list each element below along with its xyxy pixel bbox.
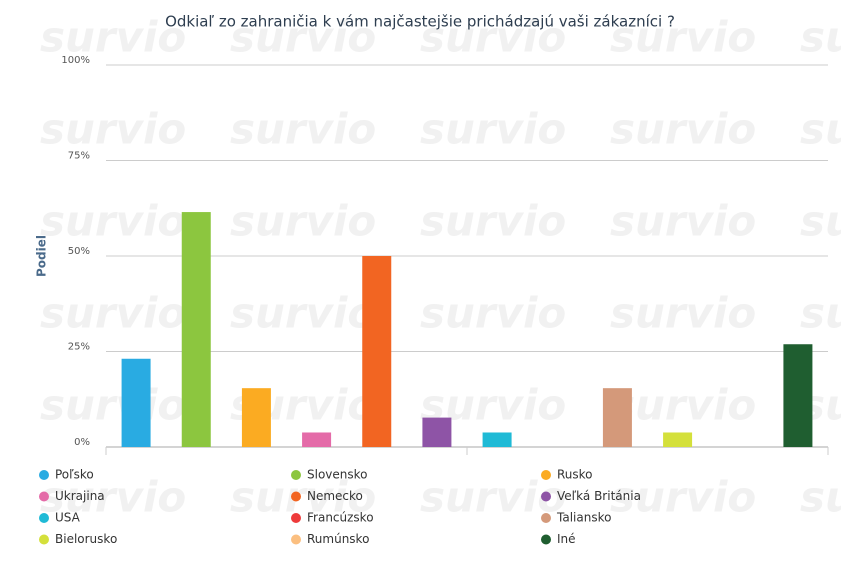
- legend-label: Iné: [557, 532, 576, 546]
- legend-label: Rusko: [557, 468, 593, 482]
- bar: [181, 212, 211, 447]
- legend-label: Taliansko: [556, 511, 611, 525]
- bar: [602, 388, 632, 447]
- legend-label: Bielorusko: [55, 532, 117, 546]
- y-axis-label: Podiel: [35, 235, 49, 277]
- watermark: survio: [40, 197, 186, 246]
- legend-label: Slovensko: [307, 468, 368, 482]
- watermark: survio: [230, 289, 376, 338]
- y-tick-label: 0%: [74, 437, 90, 448]
- legend-swatch: [291, 491, 301, 502]
- legend-swatch: [541, 534, 551, 545]
- watermark: survio: [230, 473, 376, 522]
- watermark: survio: [230, 105, 376, 154]
- watermark: survio: [230, 197, 376, 246]
- watermark: survio: [420, 197, 566, 246]
- watermark: survio: [420, 289, 566, 338]
- chart-title: Odkiaľ zo zahraničia k vám najčastejšie …: [165, 13, 675, 31]
- watermark: survio: [420, 13, 566, 62]
- bar: [121, 358, 151, 447]
- legend-label: Poľsko: [55, 468, 94, 482]
- watermark: survio: [420, 105, 566, 154]
- watermark: survio: [40, 473, 186, 522]
- legend-swatch: [39, 534, 49, 545]
- watermark: survio: [40, 13, 186, 62]
- legend-label: Nemecko: [307, 489, 363, 503]
- watermark: survio: [230, 13, 376, 62]
- watermark: survio: [610, 289, 756, 338]
- bar: [783, 344, 813, 447]
- bar: [422, 417, 452, 447]
- legend-label: Francúzsko: [307, 511, 374, 525]
- watermark: survio: [800, 13, 841, 62]
- legend-label: Veľká Británia: [557, 489, 641, 503]
- watermark: survio: [800, 197, 841, 246]
- watermark: survio: [40, 105, 186, 154]
- legend-swatch: [541, 513, 551, 523]
- watermark: survio: [40, 381, 186, 430]
- legend-label: Rumúnsko: [307, 532, 369, 546]
- bar: [302, 432, 332, 447]
- bar: [241, 388, 271, 447]
- watermark: survio: [610, 13, 756, 62]
- watermark: survio: [610, 105, 756, 154]
- watermark: survio: [800, 473, 841, 522]
- legend-swatch: [291, 534, 301, 545]
- legend-swatch: [291, 513, 301, 523]
- legend-swatch: [541, 470, 551, 480]
- legend-label: Ukrajina: [55, 489, 105, 503]
- bar: [663, 432, 693, 447]
- watermark: survio: [40, 289, 186, 338]
- y-tick-label: 100%: [61, 55, 90, 66]
- bar: [362, 256, 392, 447]
- legend-label: USA: [55, 511, 81, 525]
- y-tick-label: 75%: [68, 151, 90, 162]
- legend-swatch: [39, 491, 49, 502]
- watermark: survio: [610, 473, 756, 522]
- y-tick-label: 25%: [68, 342, 90, 353]
- legend-swatch: [291, 470, 301, 480]
- legend-swatch: [39, 513, 49, 523]
- watermark: survio: [800, 105, 841, 154]
- bar: [482, 432, 512, 447]
- watermark: survio: [610, 197, 756, 246]
- legend-swatch: [541, 491, 551, 502]
- watermark: survio: [800, 289, 841, 338]
- y-tick-label: 50%: [68, 246, 90, 257]
- watermark: survio: [610, 381, 756, 430]
- legend-swatch: [39, 470, 49, 480]
